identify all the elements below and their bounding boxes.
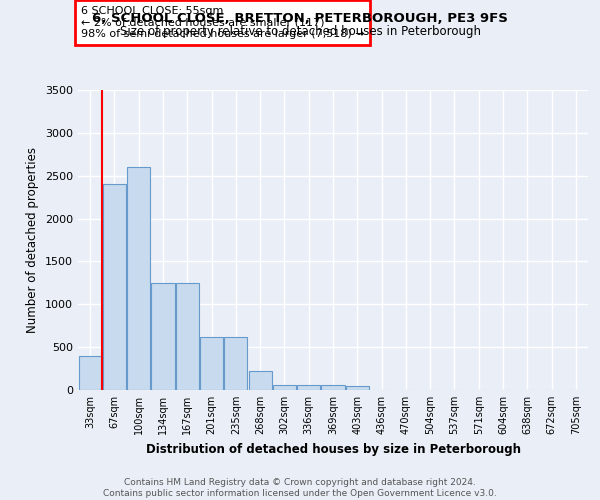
Text: Contains HM Land Registry data © Crown copyright and database right 2024.
Contai: Contains HM Land Registry data © Crown c… bbox=[103, 478, 497, 498]
Bar bbox=[176, 283, 199, 390]
Bar bbox=[248, 371, 272, 390]
Text: Size of property relative to detached houses in Peterborough: Size of property relative to detached ho… bbox=[119, 25, 481, 38]
Text: 6, SCHOOL CLOSE, BRETTON, PETERBOROUGH, PE3 9FS: 6, SCHOOL CLOSE, BRETTON, PETERBOROUGH, … bbox=[92, 12, 508, 26]
Bar bbox=[224, 337, 247, 390]
Bar bbox=[79, 356, 101, 390]
Bar bbox=[273, 386, 296, 390]
Bar bbox=[322, 386, 344, 390]
Bar bbox=[127, 167, 150, 390]
Bar bbox=[103, 184, 126, 390]
Bar bbox=[151, 283, 175, 390]
Bar bbox=[200, 337, 223, 390]
Bar bbox=[346, 386, 369, 390]
Bar bbox=[297, 386, 320, 390]
X-axis label: Distribution of detached houses by size in Peterborough: Distribution of detached houses by size … bbox=[146, 442, 521, 456]
Y-axis label: Number of detached properties: Number of detached properties bbox=[26, 147, 40, 333]
Text: 6 SCHOOL CLOSE: 55sqm
← 2% of detached houses are smaller (117)
98% of semi-deta: 6 SCHOOL CLOSE: 55sqm ← 2% of detached h… bbox=[80, 6, 364, 39]
